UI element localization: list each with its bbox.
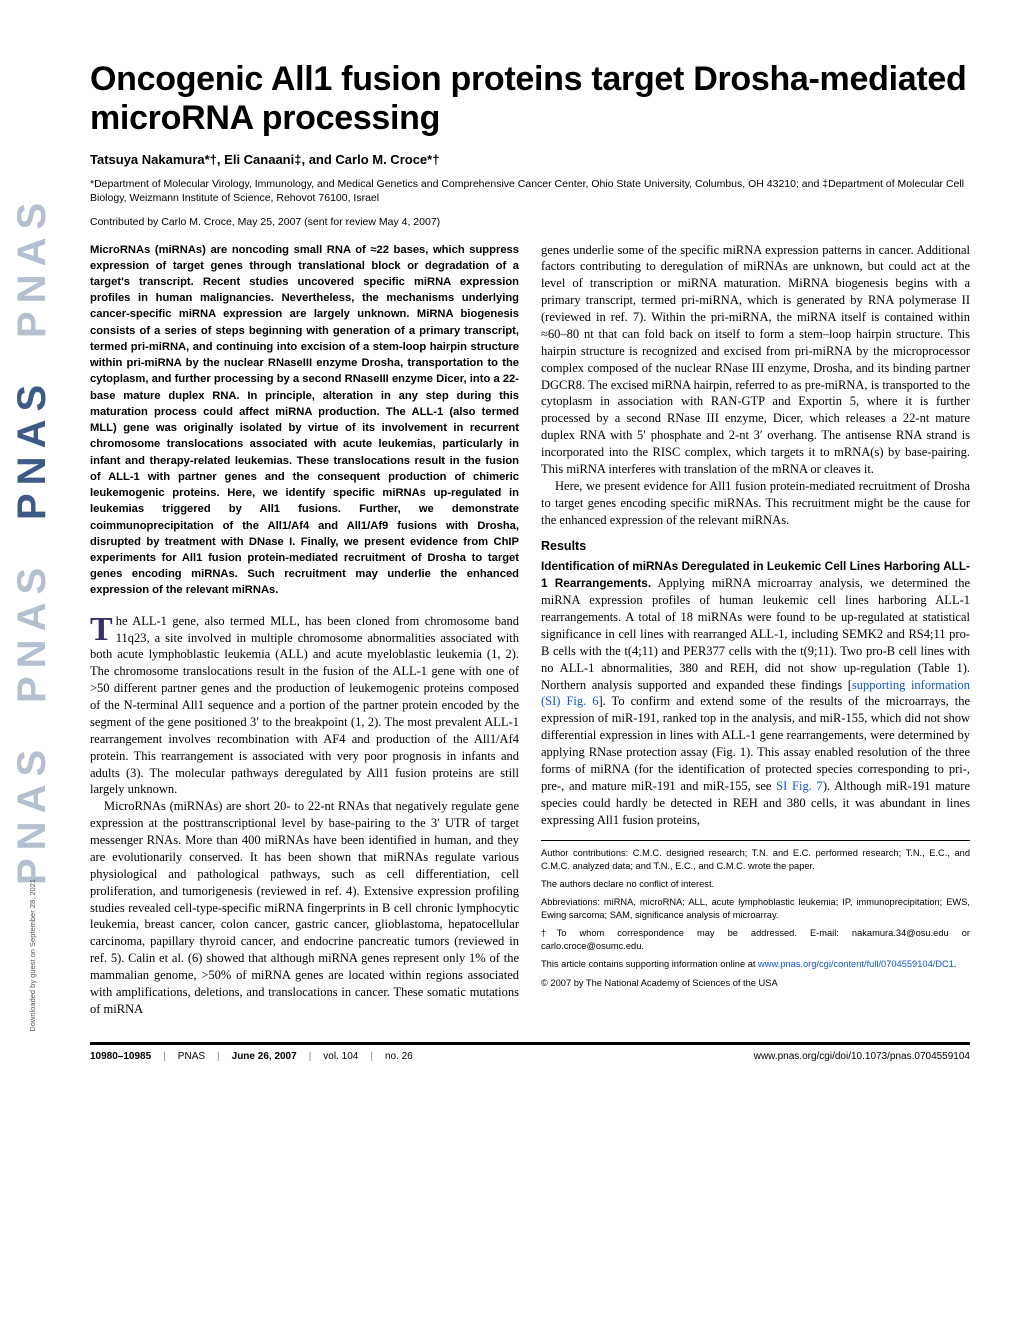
f5b-text: . — [954, 959, 957, 969]
results-paragraph-1: Identification of miRNAs Deregulated in … — [541, 558, 970, 828]
article-title: Oncogenic All1 fusion proteins target Dr… — [90, 60, 970, 138]
footnote-abbrev: Abbreviations: miRNA, microRNA; ALL, acu… — [541, 896, 970, 922]
article-body-columns: MicroRNAs (miRNAs) are noncoding small R… — [90, 242, 970, 1018]
pnas-logo-text: PNAS — [10, 742, 55, 885]
author-line: Tatsuya Nakamura*†, Eli Canaani‡, and Ca… — [90, 152, 970, 167]
footer-left: 10980–10985 | PNAS | June 26, 2007 | vol… — [90, 1051, 413, 1062]
abstract-block: MicroRNAs (miRNAs) are noncoding small R… — [90, 242, 519, 599]
footer-doi: www.pnas.org/cgi/doi/10.1073/pnas.070455… — [754, 1051, 970, 1062]
pnas-logo-text: PNAS — [10, 377, 55, 520]
footer-vol: vol. 104 — [323, 1051, 358, 1062]
pnas-brand-sidebar: PNAS PNAS PNAS PNAS — [10, 140, 60, 940]
footnotes-block: Author contributions: C.M.C. designed re… — [541, 840, 970, 989]
footer-sep-icon: | — [163, 1051, 166, 1062]
results-heading: Results — [541, 538, 970, 555]
pnas-logo-text: PNAS — [10, 195, 55, 338]
download-note: Downloaded by guest on September 28, 202… — [28, 879, 37, 1032]
f5a-text: This article contains supporting informa… — [541, 959, 758, 969]
footnote-author-contrib: Author contributions: C.M.C. designed re… — [541, 847, 970, 873]
footer-sep-icon: | — [370, 1051, 373, 1062]
dropcap: T — [90, 613, 116, 645]
page-footer: 10980–10985 | PNAS | June 26, 2007 | vol… — [90, 1042, 970, 1062]
intro-paragraph-2: MicroRNAs (miRNAs) are short 20- to 22-n… — [90, 798, 519, 1017]
intro-paragraph-3: genes underlie some of the specific miRN… — [541, 242, 970, 478]
footnote-copyright: © 2007 by The National Academy of Scienc… — [541, 977, 970, 990]
p5a-text: Applying miRNA microarray analysis, we d… — [541, 576, 970, 691]
pnas-logo-text: PNAS — [10, 560, 55, 703]
footer-date: June 26, 2007 — [232, 1051, 297, 1062]
footer-sep-icon: | — [217, 1051, 220, 1062]
footnote-correspondence: †To whom correspondence may be addressed… — [541, 927, 970, 953]
affiliations: *Department of Molecular Virology, Immun… — [90, 177, 970, 205]
si-dc1-link[interactable]: www.pnas.org/cgi/content/full/0704559104… — [758, 959, 954, 969]
footnote-conflict: The authors declare no conflict of inter… — [541, 878, 970, 891]
footnote-si: This article contains supporting informa… — [541, 958, 970, 971]
footer-pages: 10980–10985 — [90, 1051, 151, 1062]
intro-paragraph-4: Here, we present evidence for All1 fusio… — [541, 478, 970, 529]
si-fig7-link[interactable]: SI Fig. 7 — [776, 779, 823, 793]
footer-journal: PNAS — [178, 1051, 205, 1062]
footer-issue: no. 26 — [385, 1051, 413, 1062]
footer-sep-icon: | — [309, 1051, 312, 1062]
contributed-line: Contributed by Carlo M. Croce, May 25, 2… — [90, 216, 970, 228]
p1-text: he ALL-1 gene, also termed MLL, has been… — [90, 614, 519, 797]
intro-paragraph-1: The ALL-1 gene, also termed MLL, has bee… — [90, 613, 519, 799]
